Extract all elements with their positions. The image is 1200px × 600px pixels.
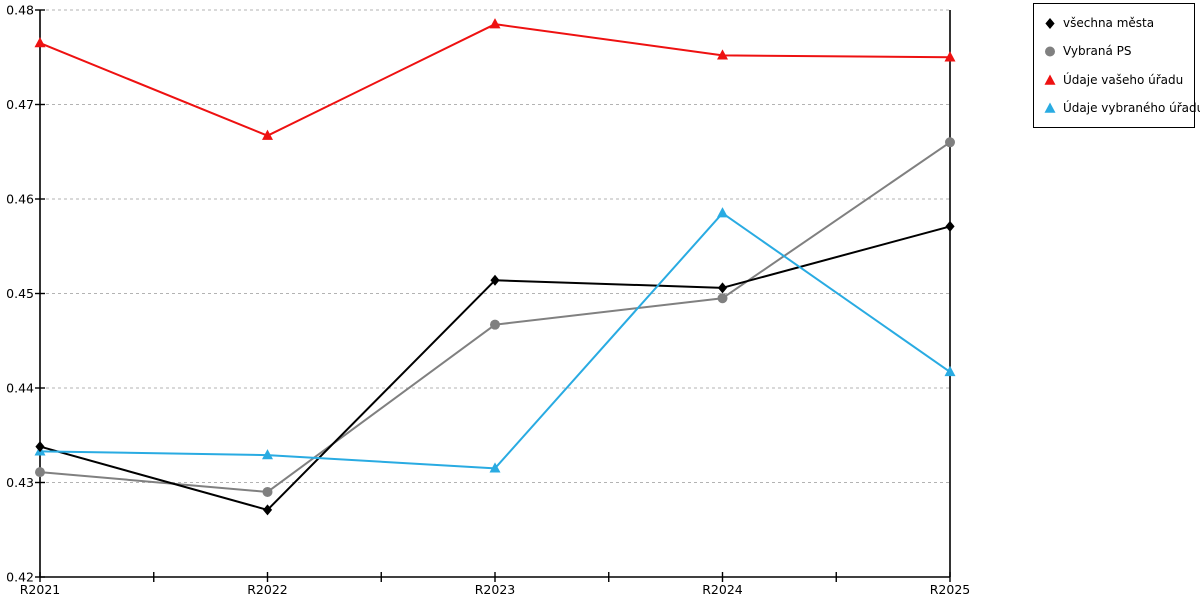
triangle-marker-s2-p2 [489, 18, 501, 29]
circle-marker-s1-p2 [490, 319, 500, 330]
triangle-marker-s3-p2 [489, 462, 501, 473]
legend-circle-icon [1045, 46, 1055, 57]
y-tick-label: 0.46 [6, 192, 34, 207]
legend-label: Údaje vašeho úřadu [1063, 72, 1184, 87]
y-tick-label: 0.44 [6, 381, 34, 396]
legend-item-0: všechna města [1043, 16, 1190, 30]
x-tick-label: R2022 [247, 582, 288, 597]
legend-label: všechna města [1063, 16, 1155, 31]
legend-label: Údaje vybraného úřadu [1063, 100, 1200, 115]
legend-triangle-icon [1044, 74, 1056, 85]
x-tick-label: R2021 [20, 582, 61, 597]
series-line-3 [39, 212, 951, 470]
circle-marker-s1-p0 [35, 467, 45, 478]
chart-legend: všechna města Vybraná PS Údaje vašeho úřad… [1033, 3, 1200, 128]
triangle-marker-s3-p3 [717, 207, 728, 218]
series-line-2 [39, 23, 951, 137]
y-tick-label: 0.45 [6, 286, 34, 301]
legend-item-1: Vybraná PS [1043, 44, 1190, 58]
y-tick-label: 0.47 [6, 97, 34, 112]
series-line-1 [39, 141, 951, 493]
legend-diamond-icon [1045, 18, 1055, 30]
x-tick-label: R2024 [702, 582, 743, 597]
legend-label: Vybraná PS [1063, 44, 1132, 59]
triangle-marker-s3-p1 [262, 449, 273, 460]
triangle-marker-s3-p4 [944, 365, 956, 377]
triangle-marker-s2-p3 [717, 49, 728, 60]
diamond-marker-s0-p4 [945, 220, 955, 232]
circle-marker-s1-p4 [945, 137, 955, 148]
legend-triangle-icon [1044, 102, 1056, 113]
circle-marker-legend-1 [1045, 46, 1055, 57]
y-tick-label: 0.42 [6, 570, 34, 585]
triangle-marker-s2-p0 [34, 37, 46, 48]
triangle-marker-legend-2 [1044, 74, 1056, 85]
legend-item-2: Údaje vašeho úřadu [1043, 73, 1190, 87]
triangle-marker-s2-p4 [944, 51, 956, 62]
circle-marker-s1-p3 [717, 293, 728, 304]
diamond-marker-s0-p2 [490, 274, 500, 286]
legend-item-3: Údaje vybraného úřadu [1043, 101, 1200, 115]
y-tick-label: 0.48 [6, 3, 34, 18]
diamond-marker-legend-0 [1045, 18, 1055, 30]
x-tick-label: R2025 [930, 582, 971, 597]
x-tick-label: R2023 [475, 582, 516, 597]
diamond-marker-s0-p1 [262, 504, 273, 516]
diamond-marker-s0-p0 [35, 441, 45, 453]
diamond-marker-s0-p3 [717, 282, 728, 294]
triangle-marker-s2-p1 [262, 129, 273, 140]
triangle-marker-legend-3 [1044, 102, 1056, 113]
y-tick-label: 0.43 [6, 475, 34, 490]
circle-marker-s1-p1 [262, 486, 273, 497]
